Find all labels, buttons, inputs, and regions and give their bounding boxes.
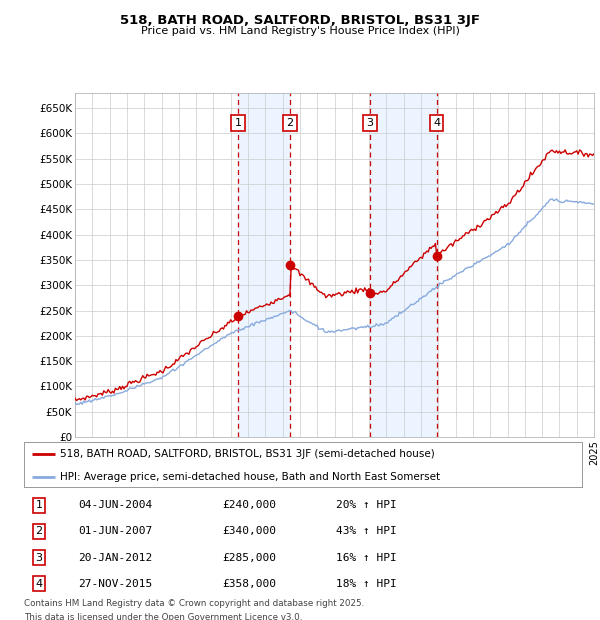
Bar <box>370 93 437 437</box>
Text: Price paid vs. HM Land Registry's House Price Index (HPI): Price paid vs. HM Land Registry's House … <box>140 26 460 36</box>
Text: 518, BATH ROAD, SALTFORD, BRISTOL, BS31 3JF (semi-detached house): 518, BATH ROAD, SALTFORD, BRISTOL, BS31 … <box>60 449 435 459</box>
Text: Contains HM Land Registry data © Crown copyright and database right 2025.: Contains HM Land Registry data © Crown c… <box>24 599 364 608</box>
Text: 18% ↑ HPI: 18% ↑ HPI <box>336 578 397 588</box>
Text: £358,000: £358,000 <box>222 578 276 588</box>
Text: HPI: Average price, semi-detached house, Bath and North East Somerset: HPI: Average price, semi-detached house,… <box>60 472 440 482</box>
Text: 3: 3 <box>367 118 373 128</box>
Text: 4: 4 <box>35 578 43 588</box>
Text: 1: 1 <box>35 500 43 510</box>
Text: 2: 2 <box>286 118 293 128</box>
Text: 518, BATH ROAD, SALTFORD, BRISTOL, BS31 3JF: 518, BATH ROAD, SALTFORD, BRISTOL, BS31 … <box>120 14 480 27</box>
Bar <box>238 93 290 437</box>
Text: 3: 3 <box>35 552 43 562</box>
Text: £240,000: £240,000 <box>222 500 276 510</box>
Text: 2: 2 <box>35 526 43 536</box>
Text: 43% ↑ HPI: 43% ↑ HPI <box>336 526 397 536</box>
Text: 20% ↑ HPI: 20% ↑ HPI <box>336 500 397 510</box>
Text: 04-JUN-2004: 04-JUN-2004 <box>78 500 152 510</box>
Text: 20-JAN-2012: 20-JAN-2012 <box>78 552 152 562</box>
Text: 1: 1 <box>235 118 241 128</box>
Text: This data is licensed under the Open Government Licence v3.0.: This data is licensed under the Open Gov… <box>24 613 302 620</box>
Text: 27-NOV-2015: 27-NOV-2015 <box>78 578 152 588</box>
Text: 16% ↑ HPI: 16% ↑ HPI <box>336 552 397 562</box>
Text: 01-JUN-2007: 01-JUN-2007 <box>78 526 152 536</box>
Text: £285,000: £285,000 <box>222 552 276 562</box>
Text: £340,000: £340,000 <box>222 526 276 536</box>
Text: 4: 4 <box>433 118 440 128</box>
